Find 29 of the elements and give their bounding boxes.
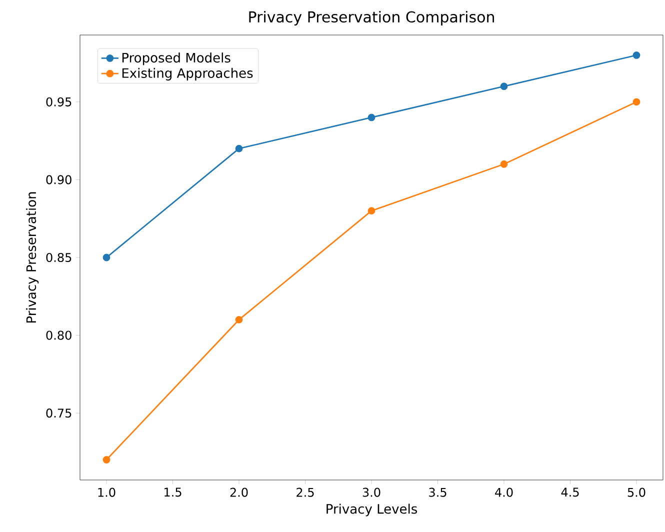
x-tick-label: 2.0 — [230, 488, 248, 497]
y-axis-title: Privacy Preservation — [26, 192, 39, 322]
x-tick-label: 3.5 — [429, 488, 446, 497]
point — [368, 207, 376, 215]
point — [102, 456, 110, 464]
y-tick-label: 0.95 — [46, 97, 72, 106]
x-axis-title: Privacy Levels — [326, 504, 418, 516]
y-tick-label: 0.80 — [46, 330, 72, 340]
chart-title: Privacy Preservation Comparison — [249, 10, 494, 26]
point — [632, 98, 640, 106]
point — [368, 114, 376, 122]
x-tick-label: 4.5 — [561, 488, 579, 497]
x-tick-label: 2.5 — [296, 488, 314, 497]
y-tick-label: 0.75 — [46, 408, 72, 418]
point — [102, 254, 110, 262]
legend-label: Proposed Models — [122, 52, 230, 66]
point — [632, 52, 640, 59]
point — [500, 160, 508, 168]
point — [235, 316, 243, 324]
point — [500, 82, 508, 90]
x-tick-label: 1.5 — [164, 488, 182, 497]
point — [235, 144, 243, 152]
x-tick-label: 3.0 — [362, 488, 380, 497]
x-tick-label: 4.0 — [495, 488, 513, 497]
x-tick-label: 5.0 — [628, 488, 646, 497]
y-tick-label: 0.90 — [46, 175, 72, 184]
x-tick-label: 1.0 — [98, 488, 116, 497]
y-tick-label: 0.85 — [46, 252, 72, 262]
legend-label: Existing Approaches — [122, 68, 253, 80]
